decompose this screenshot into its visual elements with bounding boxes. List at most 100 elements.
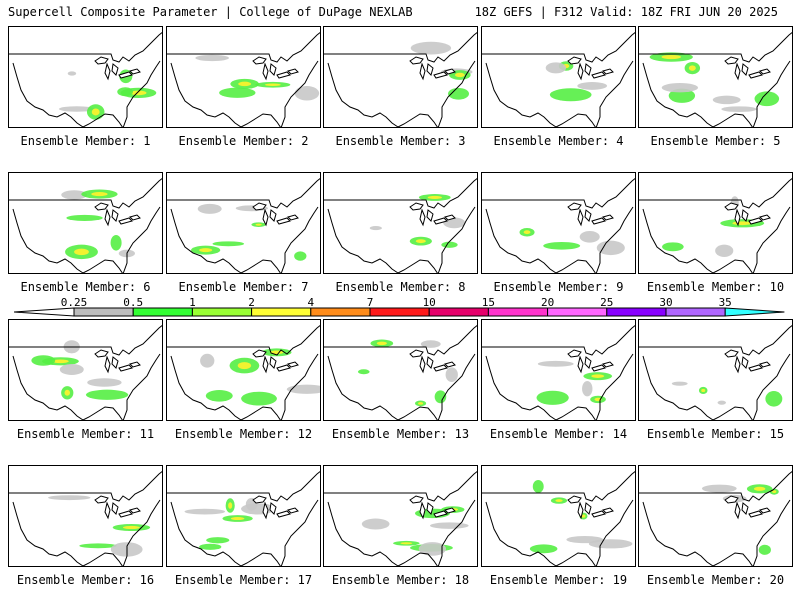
scp-contour-area <box>48 495 91 501</box>
colorbar-under-arrow <box>14 307 75 317</box>
map-border-line <box>324 324 477 356</box>
scp-contour-area <box>420 340 441 348</box>
scp-map <box>167 177 320 273</box>
scp-map <box>9 31 162 127</box>
colorbar-segment <box>132 307 193 317</box>
scp-contour-area <box>758 544 771 555</box>
scp-contour-area <box>555 499 563 503</box>
colorbar-tick-label: 15 <box>482 296 495 309</box>
map-border-line <box>482 470 635 502</box>
scp-contour-area <box>195 54 229 62</box>
scp-map <box>167 324 320 420</box>
scp-contour-area <box>255 223 262 226</box>
map-border-line <box>482 177 635 209</box>
scp-contour-area <box>671 381 688 386</box>
map-border-line <box>167 31 320 63</box>
scp-contour-area <box>588 539 633 549</box>
scp-contour-area <box>219 87 256 98</box>
map-great-lakes <box>567 202 614 227</box>
colorbar-tick-label: 4 <box>307 296 314 309</box>
colorbar-segment <box>191 307 253 317</box>
scp-contour-area <box>537 360 574 367</box>
scp-contour-area <box>596 240 625 256</box>
map-panel <box>166 319 321 421</box>
map-great-lakes <box>409 495 456 520</box>
map-coastline <box>12 206 161 273</box>
scp-contour-area <box>199 543 222 550</box>
map-panel <box>8 172 163 274</box>
scp-contour-area <box>64 389 71 396</box>
scp-contour-area <box>31 355 56 366</box>
colorbar-segment <box>724 307 785 317</box>
map-panel <box>323 319 478 421</box>
map-great-lakes <box>409 349 456 374</box>
scp-contour-area <box>661 54 682 60</box>
map-great-lakes <box>567 56 614 81</box>
scp-contour-area <box>543 242 581 250</box>
ensemble-member-label: Ensemble Member: 16 <box>16 573 155 587</box>
map-border-line <box>639 470 792 502</box>
map-panel <box>638 319 793 421</box>
scp-contour-area <box>91 108 100 116</box>
colorbar-tick-label: 10 <box>423 296 436 309</box>
scp-contour-area <box>532 480 544 493</box>
scp-contour-area <box>429 522 469 529</box>
scp-contour-area <box>67 71 77 76</box>
map-great-lakes <box>724 202 771 227</box>
map-panel <box>638 26 793 128</box>
scp-contour-area <box>701 484 737 493</box>
scp-contour-area <box>529 544 558 554</box>
scp-contour-area <box>523 230 531 235</box>
map-coastline <box>485 206 634 273</box>
scp-contour-area <box>294 86 320 101</box>
map-border-line <box>324 31 477 63</box>
scp-map <box>324 177 477 273</box>
scp-contour-area <box>717 400 727 405</box>
scp-contour-area <box>715 244 734 257</box>
scp-contour-area <box>427 195 442 199</box>
scp-contour-area <box>447 87 470 100</box>
map-panel <box>166 172 321 274</box>
color-scale-legend: 0.25 0.5 1 2 4 7 10 15 20 25 30 35 <box>14 296 790 324</box>
map-border-line <box>639 324 792 356</box>
map-panel <box>481 26 636 128</box>
colorbar-segment <box>369 307 430 317</box>
scp-contour-area <box>228 502 233 509</box>
scp-contour-area <box>582 380 593 397</box>
scp-contour-area <box>536 390 569 405</box>
scp-contour-area <box>361 518 390 530</box>
ensemble-member-label: Ensemble Member: 8 <box>335 280 466 294</box>
scp-contour-area <box>415 239 426 244</box>
ensemble-member-label: Ensemble Member: 14 <box>489 427 628 441</box>
map-coastline <box>12 353 161 420</box>
map-great-lakes <box>252 202 299 227</box>
scp-contour-area <box>441 241 458 248</box>
colorbar-tick-label: 35 <box>719 296 732 309</box>
scp-contour-area <box>85 389 129 400</box>
map-border-line <box>167 470 320 502</box>
scp-map <box>482 470 635 566</box>
scp-contour-area <box>122 525 140 530</box>
scp-contour-area <box>765 391 783 407</box>
scp-contour-area <box>110 234 122 251</box>
ensemble-member-label: Ensemble Member: 12 <box>174 427 313 441</box>
scp-contour-area <box>772 490 777 494</box>
map-coastline <box>485 353 634 420</box>
map-panel <box>166 26 321 128</box>
map-border-line <box>9 324 162 356</box>
scp-contour-area <box>577 82 608 90</box>
chart-title: Supercell Composite Parameter | College … <box>8 5 413 19</box>
scp-contour-area <box>753 486 766 491</box>
map-panel <box>638 172 793 274</box>
scp-contour-area <box>418 542 447 556</box>
scp-contour-area <box>206 537 230 544</box>
colorbar-segment <box>428 307 489 317</box>
map-coastline <box>327 499 476 566</box>
scp-contour-area <box>286 384 320 394</box>
scp-contour-area <box>754 91 780 107</box>
map-border-line <box>324 470 477 502</box>
scp-contour-area <box>237 362 252 370</box>
map-great-lakes <box>724 495 771 520</box>
colorbar-tick-label: 30 <box>659 296 672 309</box>
colorbar-segment <box>251 307 312 317</box>
